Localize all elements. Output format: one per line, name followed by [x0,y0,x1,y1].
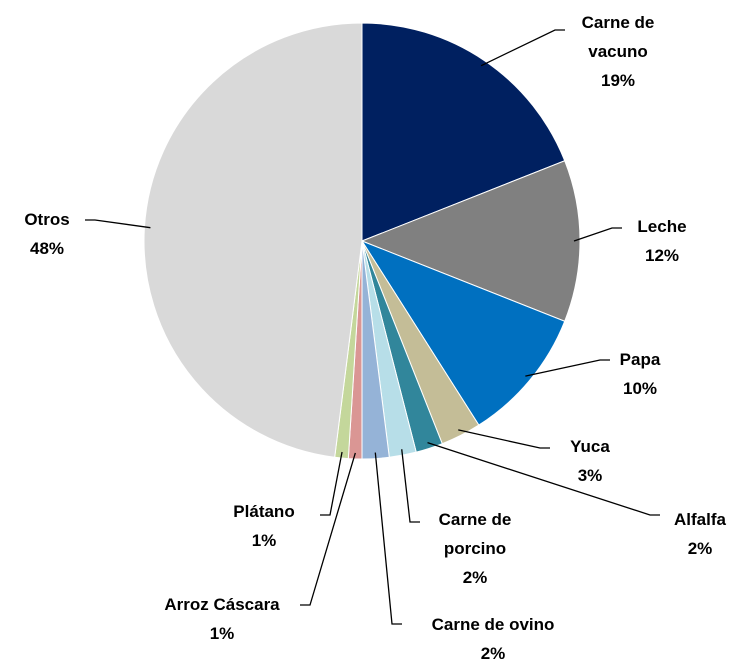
label-value: 2% [462,568,488,587]
pie-slice [361,22,566,242]
pie-slice [143,22,363,458]
data-label: Otros 48% [7,205,87,263]
pie-slice [360,160,581,322]
data-label: Carne de ovino 2% [403,610,583,668]
label-name: Otros [24,210,70,229]
pie-slice [360,239,566,426]
leader-line [401,449,420,523]
leader-line [573,227,622,242]
label-value: 1% [251,531,277,550]
label-value: 19% [600,71,636,90]
label-value: 2% [480,644,506,663]
label-value: 12% [644,246,680,265]
label-name: Yuca [570,437,610,456]
label-name: Carne de ovino [431,615,555,634]
leader-line [480,29,565,67]
label-name: Papa [619,350,661,369]
data-label: Leche 12% [622,212,702,270]
label-value: 10% [622,379,658,398]
label-name: Carne de porcino [438,510,512,558]
label-value: 3% [577,466,603,485]
data-label: Papa 10% [600,345,680,403]
label-name: Plátano [233,502,295,521]
data-label: Yuca 3% [560,432,620,490]
label-name: Carne de vacuno [581,13,655,61]
label-name: Arroz Cáscara [164,595,280,614]
label-name: Alfalfa [674,510,726,529]
data-label: Carne de vacuno 19% [568,8,668,95]
data-label: Arroz Cáscara 1% [132,590,312,648]
leader-line [525,359,610,377]
data-label: Alfalfa 2% [660,505,736,563]
leader-line [458,429,550,449]
label-value: 2% [687,539,713,558]
leader-line [427,442,660,516]
data-label: Plátano 1% [214,497,314,555]
label-value: 1% [209,624,235,643]
label-value: 48% [29,239,65,258]
leader-line [85,219,151,229]
label-name: Leche [637,217,687,236]
leader-line [320,451,343,516]
leader-line [300,452,356,606]
data-label: Carne de porcino 2% [425,505,525,592]
leader-line [374,452,402,625]
